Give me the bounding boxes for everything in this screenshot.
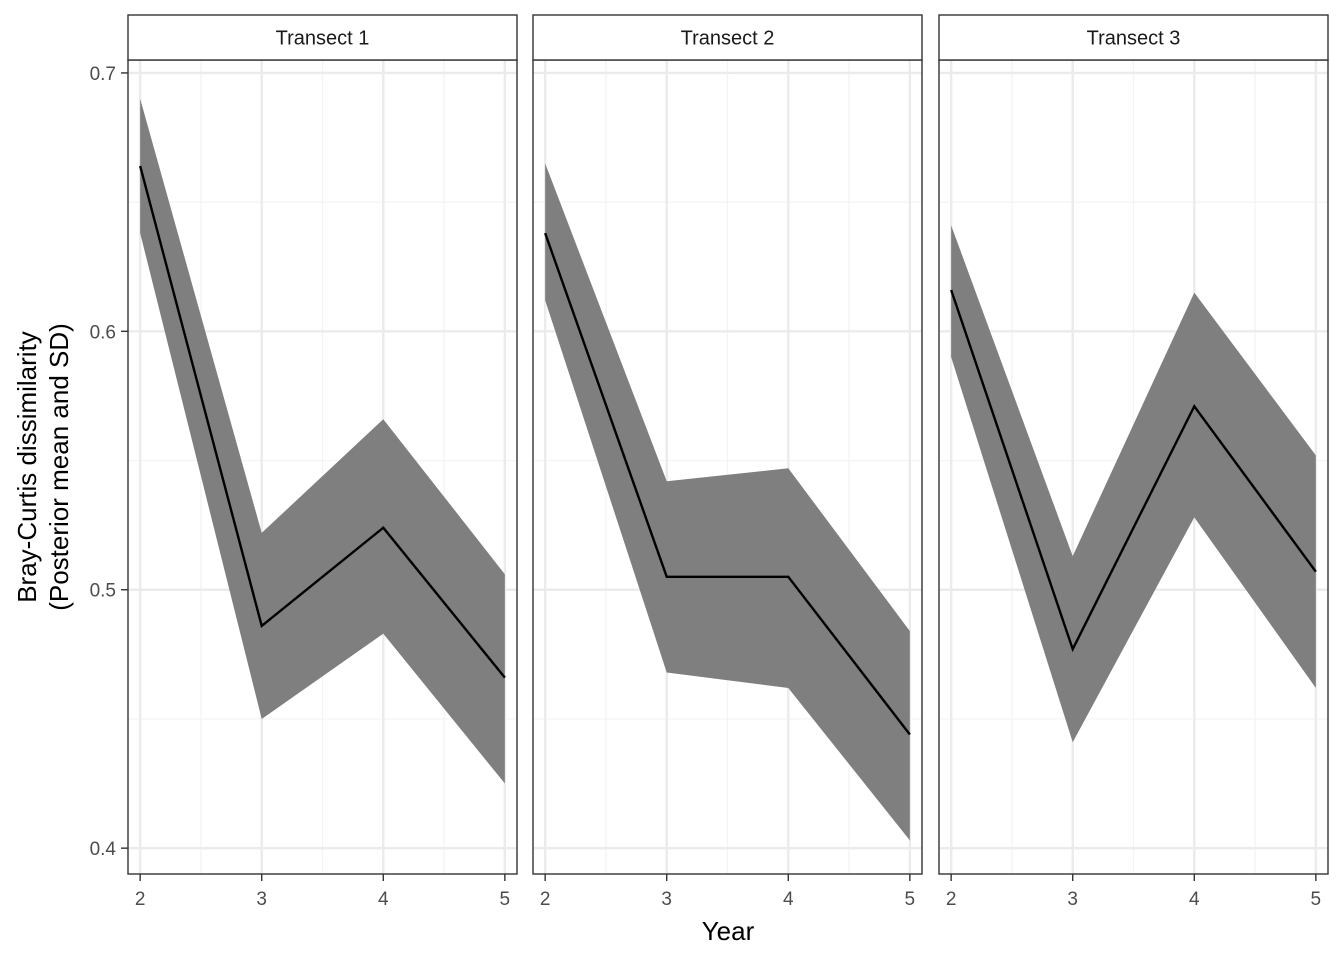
x-tick-label: 3	[256, 889, 267, 910]
sd-ribbon	[140, 98, 505, 784]
x-tick-label: 4	[1189, 889, 1200, 910]
strip-background	[127, 14, 518, 61]
y-axis: 0.4 0.5 0.6 0.7	[90, 64, 128, 860]
x-tick-label: 2	[135, 889, 146, 910]
x-tick-label: 2	[946, 889, 957, 910]
y-tick-label: 0.7	[90, 64, 116, 85]
strip-label: Transect 2	[681, 28, 775, 50]
panel-2: Transect 2 2 3 4 5	[532, 14, 923, 910]
mean-line	[544, 232, 911, 736]
chart-panels: Transect 1 2 3 4 5 Transect 2 2 3 4 5 Transect 3 2 3…	[127, 14, 1329, 910]
x-tick-label: 4	[783, 889, 794, 910]
strip-background	[938, 14, 1329, 61]
x-tick-label: 5	[500, 889, 511, 910]
strip-label: Transect 3	[1087, 28, 1181, 50]
x-tick-label: 3	[1067, 889, 1078, 910]
x-tick-label: 2	[540, 889, 551, 910]
x-tick-label: 3	[661, 889, 672, 910]
panel-1: Transect 1 2 3 4 5	[127, 14, 518, 910]
strip-label: Transect 1	[276, 28, 370, 50]
x-tick-label: 5	[905, 889, 916, 910]
panel-3: Transect 3 2 3 4 5	[938, 14, 1329, 910]
y-tick-label: 0.4	[90, 839, 117, 860]
x-tick-label: 4	[378, 889, 389, 910]
y-axis-title-line-2: (Posterior mean and SD)	[44, 323, 74, 611]
y-tick-label: 0.5	[90, 581, 116, 602]
y-axis-title-line-1: Bray-Curtis dissimilarity	[12, 331, 42, 603]
mean-line	[138, 165, 506, 679]
sd-ribbon	[545, 163, 910, 841]
sd-ribbon	[951, 225, 1316, 743]
mean-line	[950, 289, 1317, 653]
y-tick-label: 0.6	[90, 322, 116, 343]
x-tick-label: 5	[1311, 889, 1322, 910]
x-axis-title: Year	[702, 916, 755, 946]
strip-background	[532, 14, 923, 61]
